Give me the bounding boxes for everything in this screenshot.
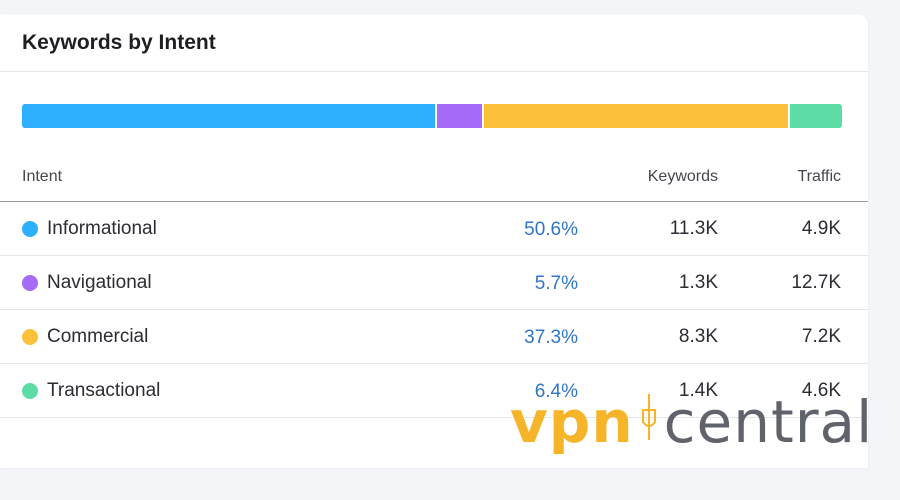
vpncentral-watermark: vpn central [510,388,873,456]
commercial-color-dot [22,329,38,345]
watermark-text-central: central [663,388,874,456]
keywords-count: 8.3K [678,326,718,347]
traffic-value: 12.7K [791,272,841,293]
card-title: Keywords by Intent [22,30,216,54]
intent-name: Transactional [47,380,161,401]
table-row-navigational: Navigational 5.7% 1.3K 12.7K [0,256,868,310]
card-header: Keywords by Intent [0,14,868,72]
column-header-traffic[interactable]: Traffic [797,168,841,185]
bar-segment-informational[interactable] [22,104,437,128]
transactional-color-dot [22,383,38,399]
table-row-informational: Informational 50.6% 11.3K 4.9K [0,202,868,256]
intent-distribution-bar [22,104,842,128]
intent-name: Informational [47,218,157,239]
table-header: Intent Keywords Traffic [0,164,868,202]
navigational-color-dot [22,275,38,291]
intent-name: Navigational [47,272,152,293]
intent-percent-link[interactable]: 6.4% [534,381,578,402]
traffic-value: 4.6K [801,380,841,401]
bar-segment-navigational[interactable] [436,104,484,128]
traffic-value: 4.9K [801,218,841,239]
intent-table-body: Informational 50.6% 11.3K 4.9K Navigatio… [0,202,868,418]
bar-segment-transactional[interactable] [789,104,842,128]
intent-percent-link[interactable]: 5.7% [534,273,578,294]
table-row-transactional: Transactional 6.4% 1.4K 4.6K [0,364,868,418]
table-row-commercial: Commercial 37.3% 8.3K 7.2K [0,310,868,364]
shield-icon [641,394,656,440]
keywords-count: 1.4K [678,380,718,401]
column-header-intent[interactable]: Intent [22,168,63,185]
traffic-value: 7.2K [801,326,841,347]
column-header-keywords[interactable]: Keywords [647,168,718,185]
keywords-count: 11.3K [669,218,718,239]
bar-segment-commercial[interactable] [483,104,790,128]
keywords-by-intent-card: Keywords by Intent Intent Keywords Traff… [0,14,868,468]
intent-name: Commercial [47,326,149,347]
informational-color-dot [22,221,38,237]
watermark-text-vpn: vpn [510,388,634,456]
keywords-count: 1.3K [678,272,718,293]
intent-percent-link[interactable]: 37.3% [524,327,578,348]
intent-percent-link[interactable]: 50.6% [524,219,578,240]
